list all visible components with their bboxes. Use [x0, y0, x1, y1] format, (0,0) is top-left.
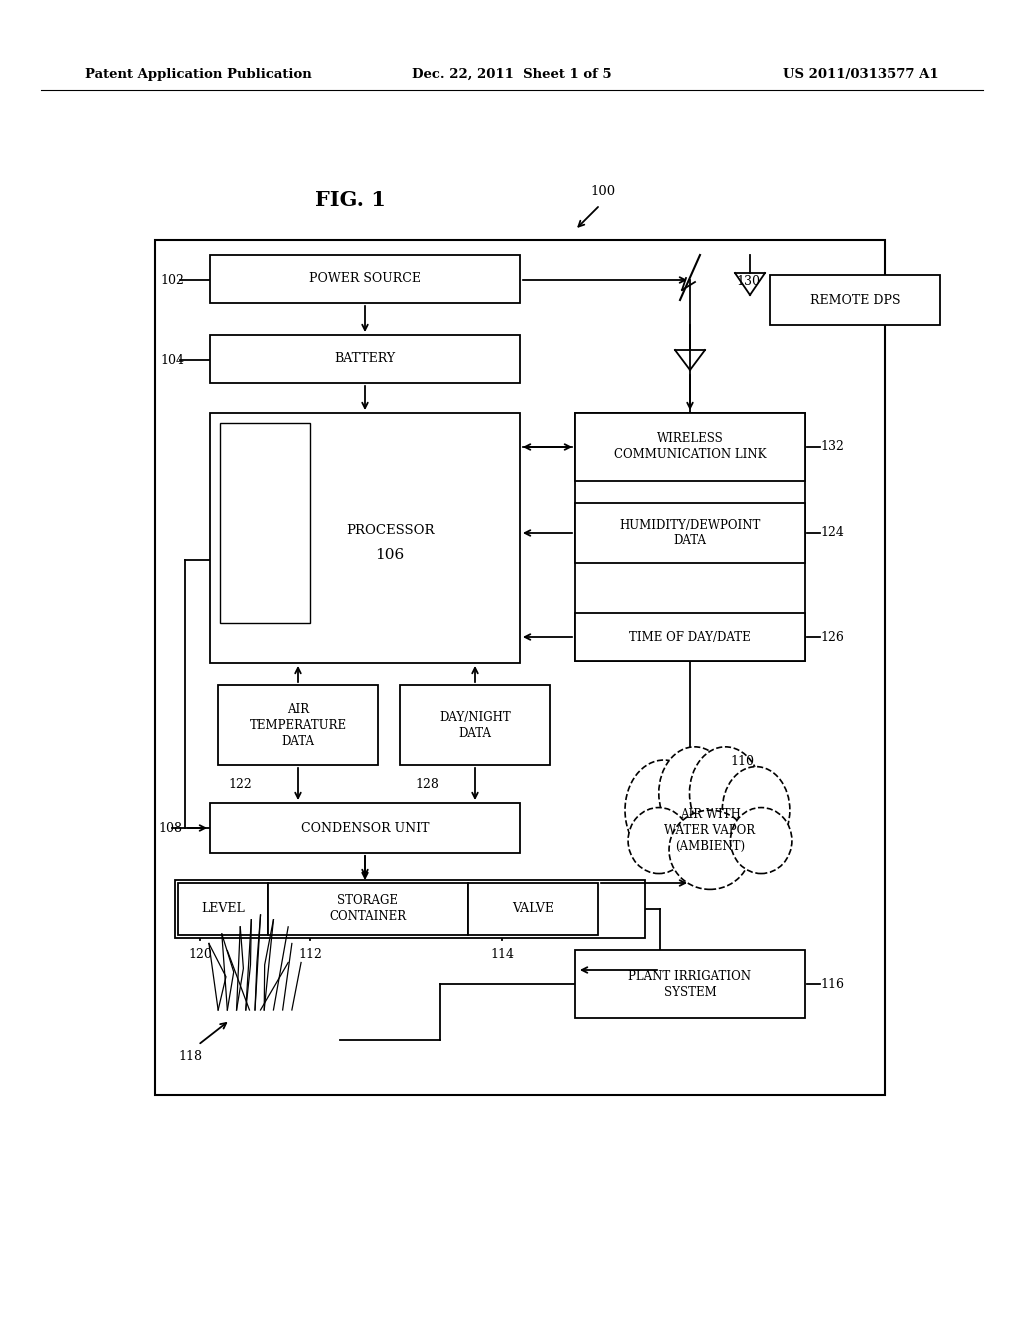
FancyBboxPatch shape	[468, 883, 598, 935]
Ellipse shape	[722, 767, 790, 854]
Text: 118: 118	[178, 1049, 202, 1063]
Text: 126: 126	[820, 631, 844, 644]
Text: REMOTE DPS: REMOTE DPS	[810, 293, 900, 306]
Text: 102: 102	[160, 273, 184, 286]
Text: AIR WITH
WATER VAPOR
(AMBIENT): AIR WITH WATER VAPOR (AMBIENT)	[665, 808, 756, 853]
FancyBboxPatch shape	[218, 685, 378, 766]
Ellipse shape	[689, 747, 761, 840]
Text: VALVE: VALVE	[512, 903, 554, 916]
Text: 124: 124	[820, 527, 844, 540]
Text: 110: 110	[730, 755, 754, 768]
Ellipse shape	[628, 808, 689, 874]
Text: 106: 106	[376, 548, 404, 562]
Text: HUMIDITY/DEWPOINT
DATA: HUMIDITY/DEWPOINT DATA	[620, 519, 761, 548]
Text: PLANT IRRIGATION
SYSTEM: PLANT IRRIGATION SYSTEM	[629, 969, 752, 998]
Text: PROCESSOR: PROCESSOR	[346, 524, 434, 536]
Ellipse shape	[730, 808, 792, 874]
Text: FIG. 1: FIG. 1	[314, 190, 385, 210]
FancyBboxPatch shape	[400, 685, 550, 766]
Ellipse shape	[669, 810, 751, 890]
FancyBboxPatch shape	[210, 255, 520, 304]
Ellipse shape	[625, 760, 702, 861]
FancyBboxPatch shape	[770, 275, 940, 325]
Text: TIME OF DAY/DATE: TIME OF DAY/DATE	[629, 631, 751, 644]
Text: LEVEL: LEVEL	[201, 903, 245, 916]
Text: Patent Application Publication: Patent Application Publication	[85, 69, 311, 81]
Text: 120: 120	[188, 948, 212, 961]
Text: AIR
TEMPERATURE
DATA: AIR TEMPERATURE DATA	[250, 702, 346, 747]
FancyBboxPatch shape	[210, 413, 520, 663]
Text: 108: 108	[158, 821, 182, 834]
Text: BATTERY: BATTERY	[335, 352, 395, 366]
Text: STORAGE
CONTAINER: STORAGE CONTAINER	[330, 895, 407, 924]
FancyBboxPatch shape	[575, 503, 805, 564]
FancyBboxPatch shape	[575, 950, 805, 1018]
FancyBboxPatch shape	[268, 883, 468, 935]
FancyBboxPatch shape	[220, 422, 310, 623]
FancyBboxPatch shape	[175, 880, 645, 939]
Ellipse shape	[658, 747, 730, 840]
Text: 114: 114	[490, 948, 514, 961]
Text: 122: 122	[228, 777, 252, 791]
Text: DAY/NIGHT
DATA: DAY/NIGHT DATA	[439, 710, 511, 739]
Text: 104: 104	[160, 354, 184, 367]
FancyBboxPatch shape	[210, 335, 520, 383]
Text: POWER SOURCE: POWER SOURCE	[309, 272, 421, 285]
FancyBboxPatch shape	[178, 883, 268, 935]
Text: US 2011/0313577 A1: US 2011/0313577 A1	[783, 69, 939, 81]
Text: 100: 100	[590, 185, 615, 198]
Text: 116: 116	[820, 978, 844, 990]
FancyBboxPatch shape	[210, 803, 520, 853]
Text: 128: 128	[415, 777, 439, 791]
Text: 132: 132	[820, 441, 844, 454]
Text: WIRELESS
COMMUNICATION LINK: WIRELESS COMMUNICATION LINK	[613, 433, 766, 462]
Text: 130: 130	[736, 275, 760, 288]
FancyBboxPatch shape	[575, 413, 805, 480]
FancyBboxPatch shape	[575, 612, 805, 661]
Text: 112: 112	[298, 948, 322, 961]
Text: Dec. 22, 2011  Sheet 1 of 5: Dec. 22, 2011 Sheet 1 of 5	[413, 69, 611, 81]
Text: CONDENSOR UNIT: CONDENSOR UNIT	[301, 821, 429, 834]
